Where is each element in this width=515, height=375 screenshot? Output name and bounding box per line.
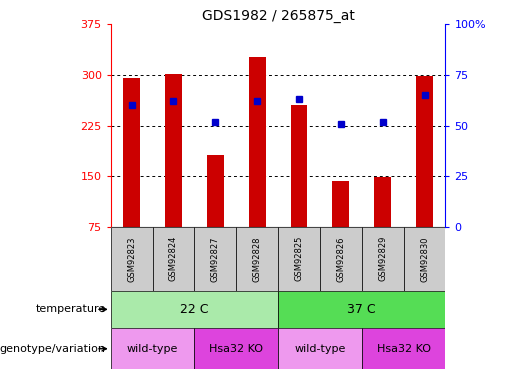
Bar bbox=[111, 328, 194, 369]
Bar bbox=[165, 74, 182, 227]
Text: wild-type: wild-type bbox=[127, 344, 178, 354]
Text: GSM92828: GSM92828 bbox=[253, 236, 262, 282]
Text: GSM92824: GSM92824 bbox=[169, 236, 178, 281]
Text: 37 C: 37 C bbox=[348, 303, 376, 316]
Bar bbox=[249, 57, 266, 227]
Text: GSM92825: GSM92825 bbox=[295, 236, 303, 281]
Text: wild-type: wild-type bbox=[294, 344, 346, 354]
Text: GSM92823: GSM92823 bbox=[127, 236, 136, 282]
Text: genotype/variation: genotype/variation bbox=[0, 344, 106, 354]
Bar bbox=[194, 227, 236, 291]
Bar bbox=[194, 328, 278, 369]
Bar bbox=[374, 177, 391, 227]
Bar bbox=[111, 291, 278, 328]
Bar bbox=[111, 227, 152, 291]
Bar bbox=[123, 78, 140, 227]
Title: GDS1982 / 265875_at: GDS1982 / 265875_at bbox=[202, 9, 354, 23]
Bar bbox=[278, 291, 445, 328]
Text: GSM92830: GSM92830 bbox=[420, 236, 429, 282]
Text: GSM92827: GSM92827 bbox=[211, 236, 220, 282]
Bar bbox=[290, 105, 307, 227]
Bar bbox=[320, 227, 362, 291]
Bar bbox=[416, 76, 433, 227]
Bar bbox=[278, 328, 362, 369]
Bar bbox=[236, 227, 278, 291]
Bar bbox=[207, 154, 224, 227]
Text: GSM92829: GSM92829 bbox=[378, 236, 387, 281]
Bar bbox=[362, 227, 404, 291]
Bar bbox=[404, 227, 445, 291]
Bar bbox=[362, 328, 445, 369]
Text: GSM92826: GSM92826 bbox=[336, 236, 346, 282]
Bar bbox=[152, 227, 194, 291]
Text: Hsa32 KO: Hsa32 KO bbox=[209, 344, 263, 354]
Bar bbox=[333, 181, 349, 227]
Bar bbox=[278, 227, 320, 291]
Text: Hsa32 KO: Hsa32 KO bbox=[376, 344, 431, 354]
Text: temperature: temperature bbox=[36, 304, 106, 314]
Text: 22 C: 22 C bbox=[180, 303, 209, 316]
